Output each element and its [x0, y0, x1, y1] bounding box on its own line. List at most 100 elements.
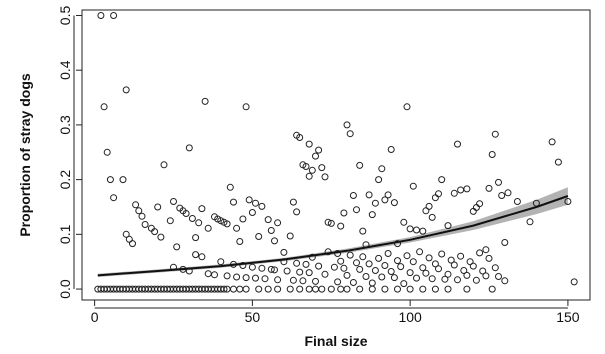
data-point — [403, 252, 411, 260]
data-point — [513, 198, 521, 205]
data-point — [349, 279, 357, 286]
data-point — [255, 233, 263, 240]
data-point — [119, 176, 127, 184]
data-point — [457, 252, 465, 260]
data-point — [488, 285, 496, 293]
data-point — [100, 103, 108, 111]
data-point — [258, 202, 266, 210]
data-point — [384, 250, 392, 257]
data-point — [230, 285, 237, 293]
data-point — [371, 267, 379, 274]
data-point — [356, 161, 364, 169]
data-point — [501, 277, 509, 285]
data-point — [242, 285, 250, 293]
data-point — [305, 285, 313, 293]
data-point — [324, 248, 332, 256]
data-point — [472, 276, 480, 284]
data-point — [482, 272, 490, 280]
data-point — [337, 257, 345, 265]
data-point — [267, 265, 275, 273]
plot-frame — [81, 9, 591, 301]
data-point — [570, 278, 578, 286]
data-point — [293, 259, 301, 267]
fit-line-layer — [97, 195, 569, 277]
data-point — [340, 264, 348, 272]
data-point — [154, 203, 162, 211]
data-point — [122, 86, 130, 94]
data-point — [378, 165, 386, 173]
data-point — [315, 262, 323, 270]
data-point — [428, 275, 436, 283]
data-point — [381, 262, 389, 269]
data-point — [141, 221, 149, 228]
data-point — [460, 267, 468, 274]
data-point — [356, 285, 364, 293]
data-point — [286, 285, 294, 293]
data-point — [356, 265, 364, 273]
data-point — [170, 198, 177, 205]
data-point — [245, 196, 253, 204]
data-point — [419, 227, 427, 235]
data-point — [384, 191, 392, 199]
data-point — [110, 12, 118, 19]
data-point — [195, 219, 203, 227]
data-point — [409, 258, 417, 266]
data-point — [289, 276, 297, 284]
data-point — [248, 209, 256, 216]
data-point — [312, 152, 319, 160]
fit-line — [97, 195, 569, 277]
data-point — [185, 144, 193, 152]
data-point — [425, 254, 433, 262]
data-point — [252, 274, 259, 282]
data-point — [375, 176, 383, 184]
data-point — [198, 253, 206, 261]
data-point — [166, 217, 174, 225]
data-point — [491, 264, 499, 272]
data-point — [476, 249, 484, 257]
data-point — [469, 207, 477, 215]
data-point — [264, 216, 272, 224]
data-point — [110, 194, 118, 202]
data-point — [397, 263, 405, 271]
data-point — [365, 260, 373, 268]
data-point — [264, 285, 272, 293]
data-point — [280, 248, 288, 256]
data-point — [485, 254, 493, 262]
data-point — [463, 185, 471, 193]
data-point — [479, 267, 487, 275]
data-point — [501, 239, 509, 246]
data-point — [495, 178, 502, 186]
data-point — [122, 230, 130, 238]
data-point — [457, 186, 465, 194]
data-point — [293, 208, 301, 216]
data-point — [435, 190, 442, 198]
data-point — [223, 272, 231, 280]
data-point — [233, 273, 241, 281]
data-point — [488, 151, 496, 158]
data-point — [390, 199, 398, 207]
data-point — [220, 285, 228, 293]
data-point — [444, 222, 452, 230]
data-point — [255, 285, 263, 293]
data-point — [416, 248, 424, 256]
data-point — [242, 103, 250, 111]
data-point — [315, 146, 323, 154]
data-point — [286, 232, 294, 240]
data-point — [362, 273, 370, 280]
data-point — [349, 192, 357, 199]
data-point — [125, 235, 133, 243]
data-point — [394, 285, 401, 293]
data-point — [192, 251, 200, 259]
data-point — [450, 189, 458, 197]
data-point — [151, 228, 159, 236]
x-tick-label: 100 — [398, 309, 422, 325]
data-point — [321, 173, 329, 181]
data-point — [438, 176, 446, 184]
data-point — [346, 251, 354, 259]
data-point — [435, 265, 442, 273]
data-point — [312, 277, 319, 285]
data-point — [368, 285, 376, 293]
data-point — [248, 263, 256, 271]
data-point — [330, 263, 338, 271]
